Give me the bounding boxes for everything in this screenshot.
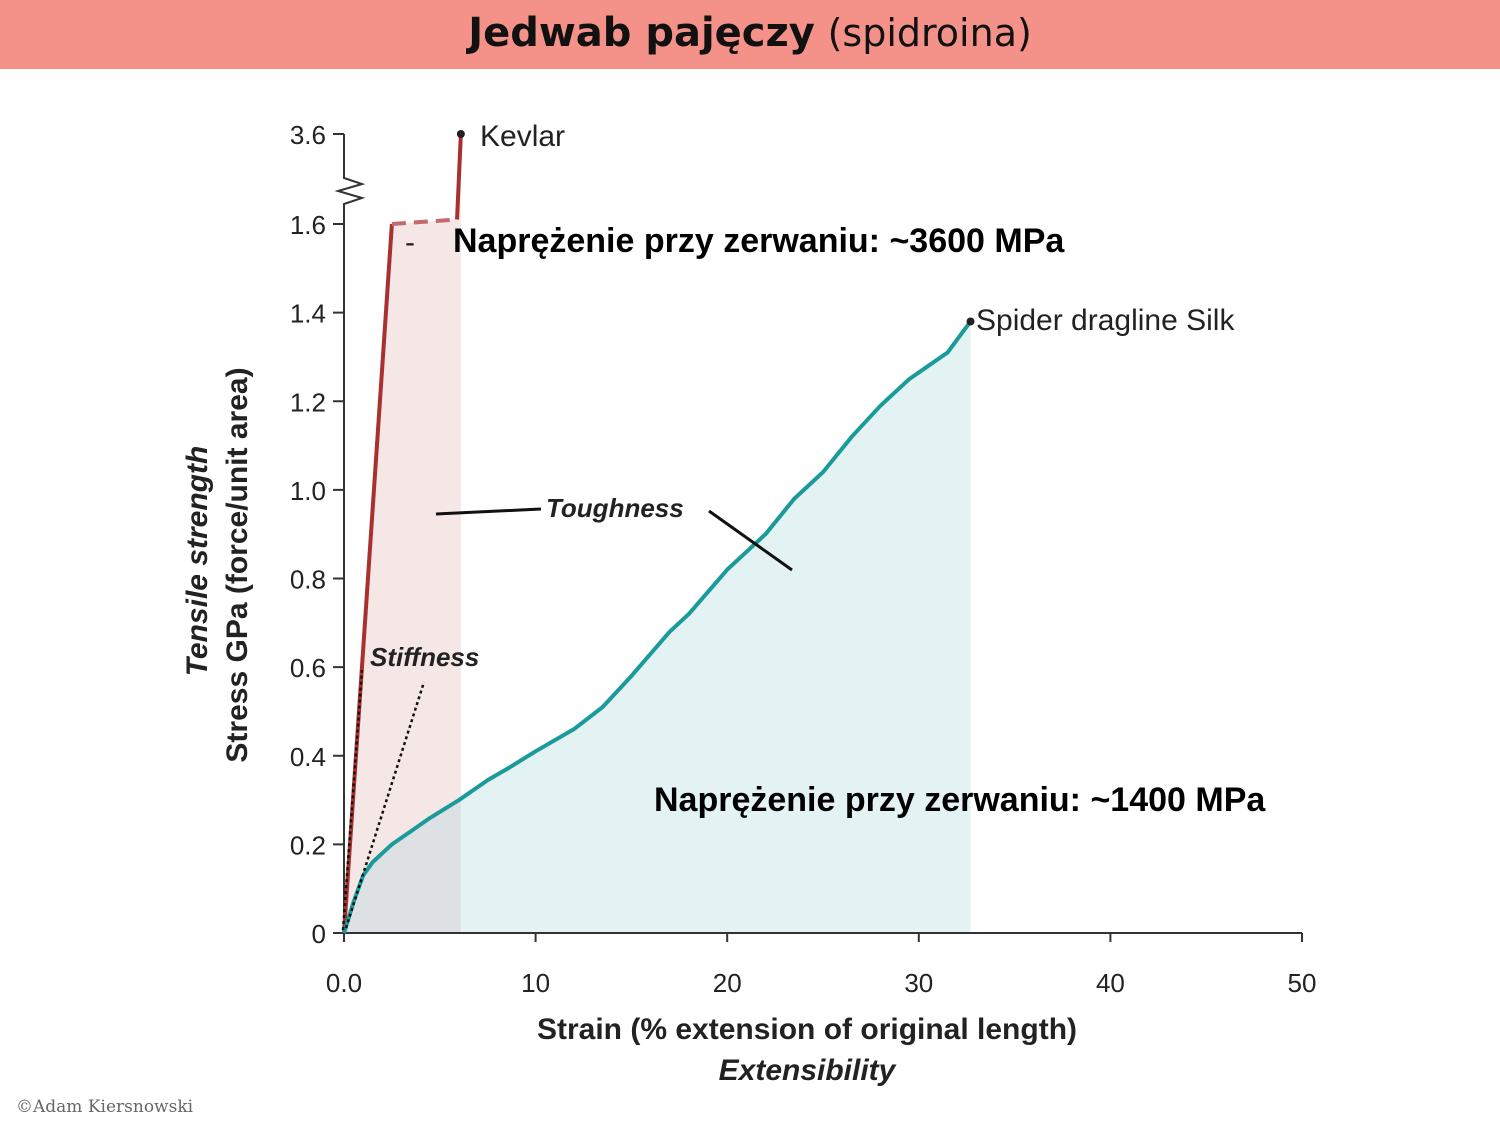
toughness-label: Toughness xyxy=(546,493,684,523)
copyright-text: ©Adam Kiersnowski xyxy=(16,1097,194,1117)
x-tick-label: 30 xyxy=(904,968,933,998)
kevlar-dashed-line xyxy=(391,217,458,226)
series-label-silk: Spider dragline Silk xyxy=(976,304,1235,337)
x-tick-label: 20 xyxy=(713,968,742,998)
stiffness-label: Stiffness xyxy=(370,642,479,672)
silk-toughness-area xyxy=(344,321,971,933)
kevlar-bullet: - xyxy=(405,226,415,259)
slide-title-normal: (spidroina) xyxy=(827,11,1032,55)
stiffness-kevlar-dotted xyxy=(341,669,364,931)
annotation-layer: Toughness Stiffness xyxy=(341,493,793,931)
stiffness-silk-dotted xyxy=(344,681,426,929)
kevlar-end-point xyxy=(456,130,465,138)
x-tick-label: 40 xyxy=(1096,968,1125,998)
fill-layer xyxy=(344,134,971,933)
x-tick-label: 50 xyxy=(1288,968,1317,998)
label-layer: Kevlar Spider dragline Silk - Naprężenie… xyxy=(181,120,1266,1087)
overlap-toughness-area xyxy=(344,798,461,933)
y-tick-label: 1.2 xyxy=(290,387,326,417)
series-label-kevlar: Kevlar xyxy=(480,120,565,153)
toughness-leader-right xyxy=(708,509,793,572)
y-tick-label: 0.8 xyxy=(290,565,326,595)
y-tick-label-break: 3.6 xyxy=(290,120,326,150)
x-axis-title: Strain (% extension of original length) xyxy=(537,1013,1077,1046)
y-tick-label: 0 xyxy=(312,919,326,949)
y-tick-label: 1.0 xyxy=(290,476,326,506)
axes-layer xyxy=(334,134,1302,934)
y-tick-label: 1.6 xyxy=(290,210,326,240)
x-tick-label: 10 xyxy=(521,968,550,998)
y-tick-label: 1.4 xyxy=(290,299,326,329)
silk-stress-note: Naprężenie przy zerwaniu: ~1400 MPa xyxy=(654,781,1266,819)
y-axis-line-with-break xyxy=(334,134,366,933)
y-tick-label: 0.4 xyxy=(290,742,326,772)
y-axis-title: Stress GPa (force/unit area) xyxy=(221,367,254,762)
kevlar-toughness-area xyxy=(344,134,461,933)
title-bar: Jedwab pajęczy (spidroina) xyxy=(0,0,1500,69)
silk-line xyxy=(342,320,973,934)
y-axis-subtitle: Tensile strength xyxy=(181,446,214,677)
silk-end-point xyxy=(966,317,975,326)
x-axis-subtitle: Extensibility xyxy=(719,1054,897,1087)
slide-title: Jedwab pajęczy (spidroina) xyxy=(468,10,1032,56)
kevlar-break-line xyxy=(455,133,463,220)
ticks-layer: 0.0 10 20 30 40 50 0 0.2 0.4 0.6 0.8 1.0 1.2 1.4 1.6 3.… xyxy=(290,120,1317,998)
toughness-leader-left xyxy=(435,507,542,516)
kevlar-stress-note: Naprężenie przy zerwaniu: ~3600 MPa xyxy=(453,222,1065,260)
slide-title-bold: Jedwab pajęczy xyxy=(468,10,815,56)
y-tick-label: 0.2 xyxy=(290,830,326,860)
x-tick-label: 0.0 xyxy=(326,968,362,998)
y-tick-label: 0.6 xyxy=(290,653,326,683)
